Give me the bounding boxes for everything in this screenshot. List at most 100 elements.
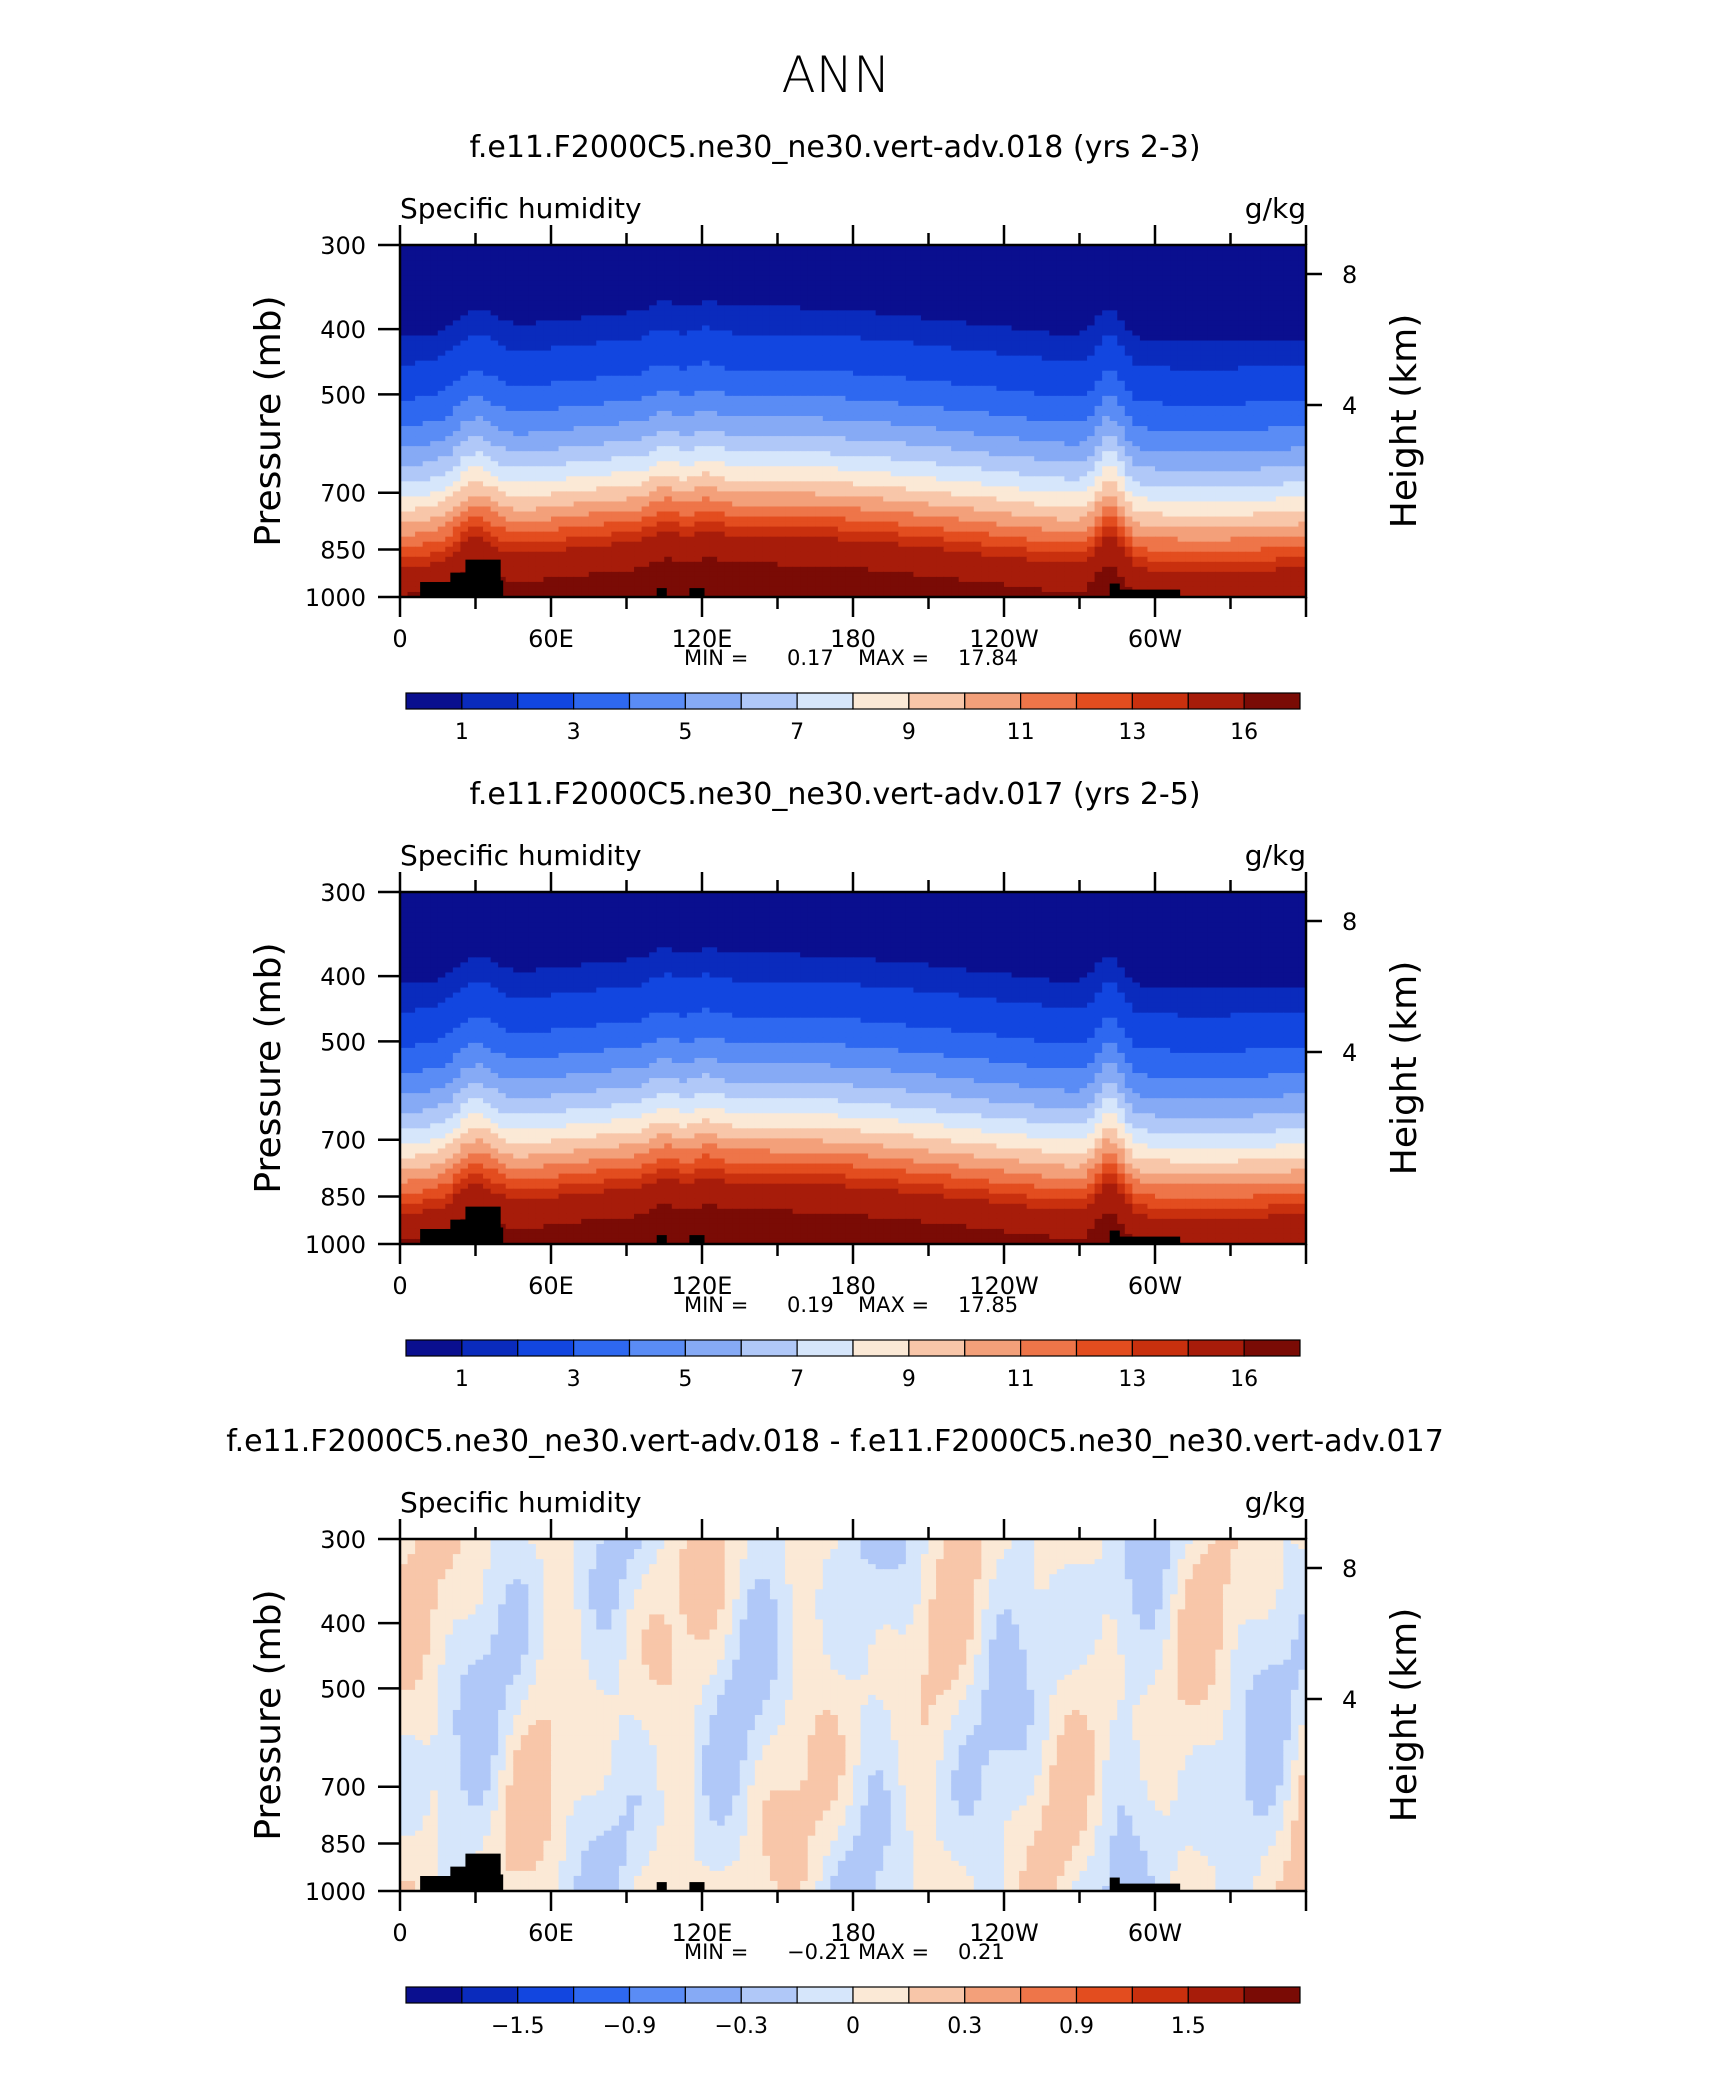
field-cell [943, 325, 952, 332]
field-cell [1079, 436, 1088, 442]
field-cell [1132, 350, 1141, 357]
field-cell [1283, 280, 1292, 286]
field-cell [837, 320, 847, 327]
field-cell [724, 431, 733, 437]
field-cell [596, 280, 605, 286]
field-cell [1034, 290, 1043, 296]
field-cell [1094, 390, 1103, 397]
field-cell [875, 436, 884, 442]
field-cell [694, 410, 703, 417]
field-cell [1170, 265, 1179, 271]
field-cell [1004, 446, 1013, 452]
field-cell [709, 355, 718, 362]
field-cell [1177, 400, 1186, 407]
field-cell [898, 360, 907, 367]
field-cell [1170, 290, 1179, 296]
field-cell [702, 370, 711, 377]
field-cell [732, 340, 741, 347]
field-cell [483, 390, 492, 397]
field-cell [973, 265, 982, 271]
field-cell [603, 295, 612, 301]
field-cell [603, 360, 612, 367]
field-cell [641, 270, 650, 276]
field-cell [671, 335, 680, 342]
field-cell [936, 410, 945, 417]
field-cell [739, 400, 748, 407]
field-cell [1162, 305, 1171, 311]
field-cell [581, 446, 590, 452]
field-cell [943, 431, 952, 437]
field-cell [1117, 300, 1126, 306]
field-cell [1170, 310, 1179, 316]
field-cell [807, 395, 816, 402]
field-cell [483, 285, 492, 291]
field-cell [928, 390, 937, 397]
field-cell [1253, 405, 1262, 412]
field-cell [407, 390, 416, 397]
field-cell [1102, 285, 1111, 291]
field-cell [920, 345, 930, 352]
field-cell [958, 295, 967, 301]
field-cell [475, 290, 484, 296]
field-cell [1124, 380, 1133, 387]
field-cell [709, 260, 718, 266]
field-cell [611, 375, 620, 382]
field-cell [445, 340, 454, 347]
field-cell [679, 255, 688, 261]
field-cell [445, 431, 454, 437]
field-cell [1019, 421, 1028, 427]
field-cell [1177, 340, 1186, 347]
field-cell [1094, 245, 1103, 251]
field-cell [1260, 365, 1269, 372]
field-cell [1238, 385, 1247, 392]
field-cell [754, 265, 763, 271]
field-cell [1222, 415, 1232, 422]
field-cell [1222, 245, 1232, 251]
field-cell [1185, 290, 1194, 296]
field-cell [988, 275, 998, 281]
field-cell [694, 365, 703, 372]
field-cell [1041, 410, 1050, 417]
field-cell [1109, 270, 1118, 276]
field-cell [596, 415, 605, 422]
field-cell [845, 330, 854, 337]
field-cell [845, 300, 854, 306]
field-cell [860, 380, 869, 387]
field-cell [603, 395, 612, 402]
field-cell [649, 285, 658, 291]
field-cell [1283, 390, 1292, 397]
field-cell [581, 310, 590, 316]
field-cell [928, 305, 937, 311]
field-cell [973, 270, 982, 276]
field-cell [430, 360, 439, 367]
field-cell [1079, 300, 1088, 306]
field-cell [452, 330, 461, 337]
field-cell [551, 320, 560, 327]
field-cell [498, 400, 507, 407]
field-cell [1109, 375, 1118, 382]
field-cell [1011, 415, 1020, 422]
field-cell [1011, 310, 1020, 316]
field-cell [490, 451, 499, 457]
field-cell [845, 426, 854, 432]
field-cell [445, 265, 454, 271]
field-cell [1275, 355, 1284, 362]
field-cell [1049, 360, 1058, 367]
field-cell [973, 441, 982, 447]
field-cell [769, 315, 779, 322]
field-cell [1124, 350, 1133, 357]
field-cell [1177, 380, 1186, 387]
field-cell [928, 285, 937, 291]
field-cell [1094, 295, 1103, 301]
field-cell [702, 360, 711, 367]
field-cell [649, 330, 658, 337]
field-cell [845, 350, 854, 357]
field-cell [1019, 305, 1028, 311]
field-cell [573, 395, 582, 402]
field-cell [1253, 360, 1262, 367]
field-cell [649, 320, 658, 327]
field-cell [498, 390, 507, 397]
field-cell [664, 415, 673, 422]
field-cell [543, 390, 552, 397]
field-cell [1026, 345, 1035, 352]
